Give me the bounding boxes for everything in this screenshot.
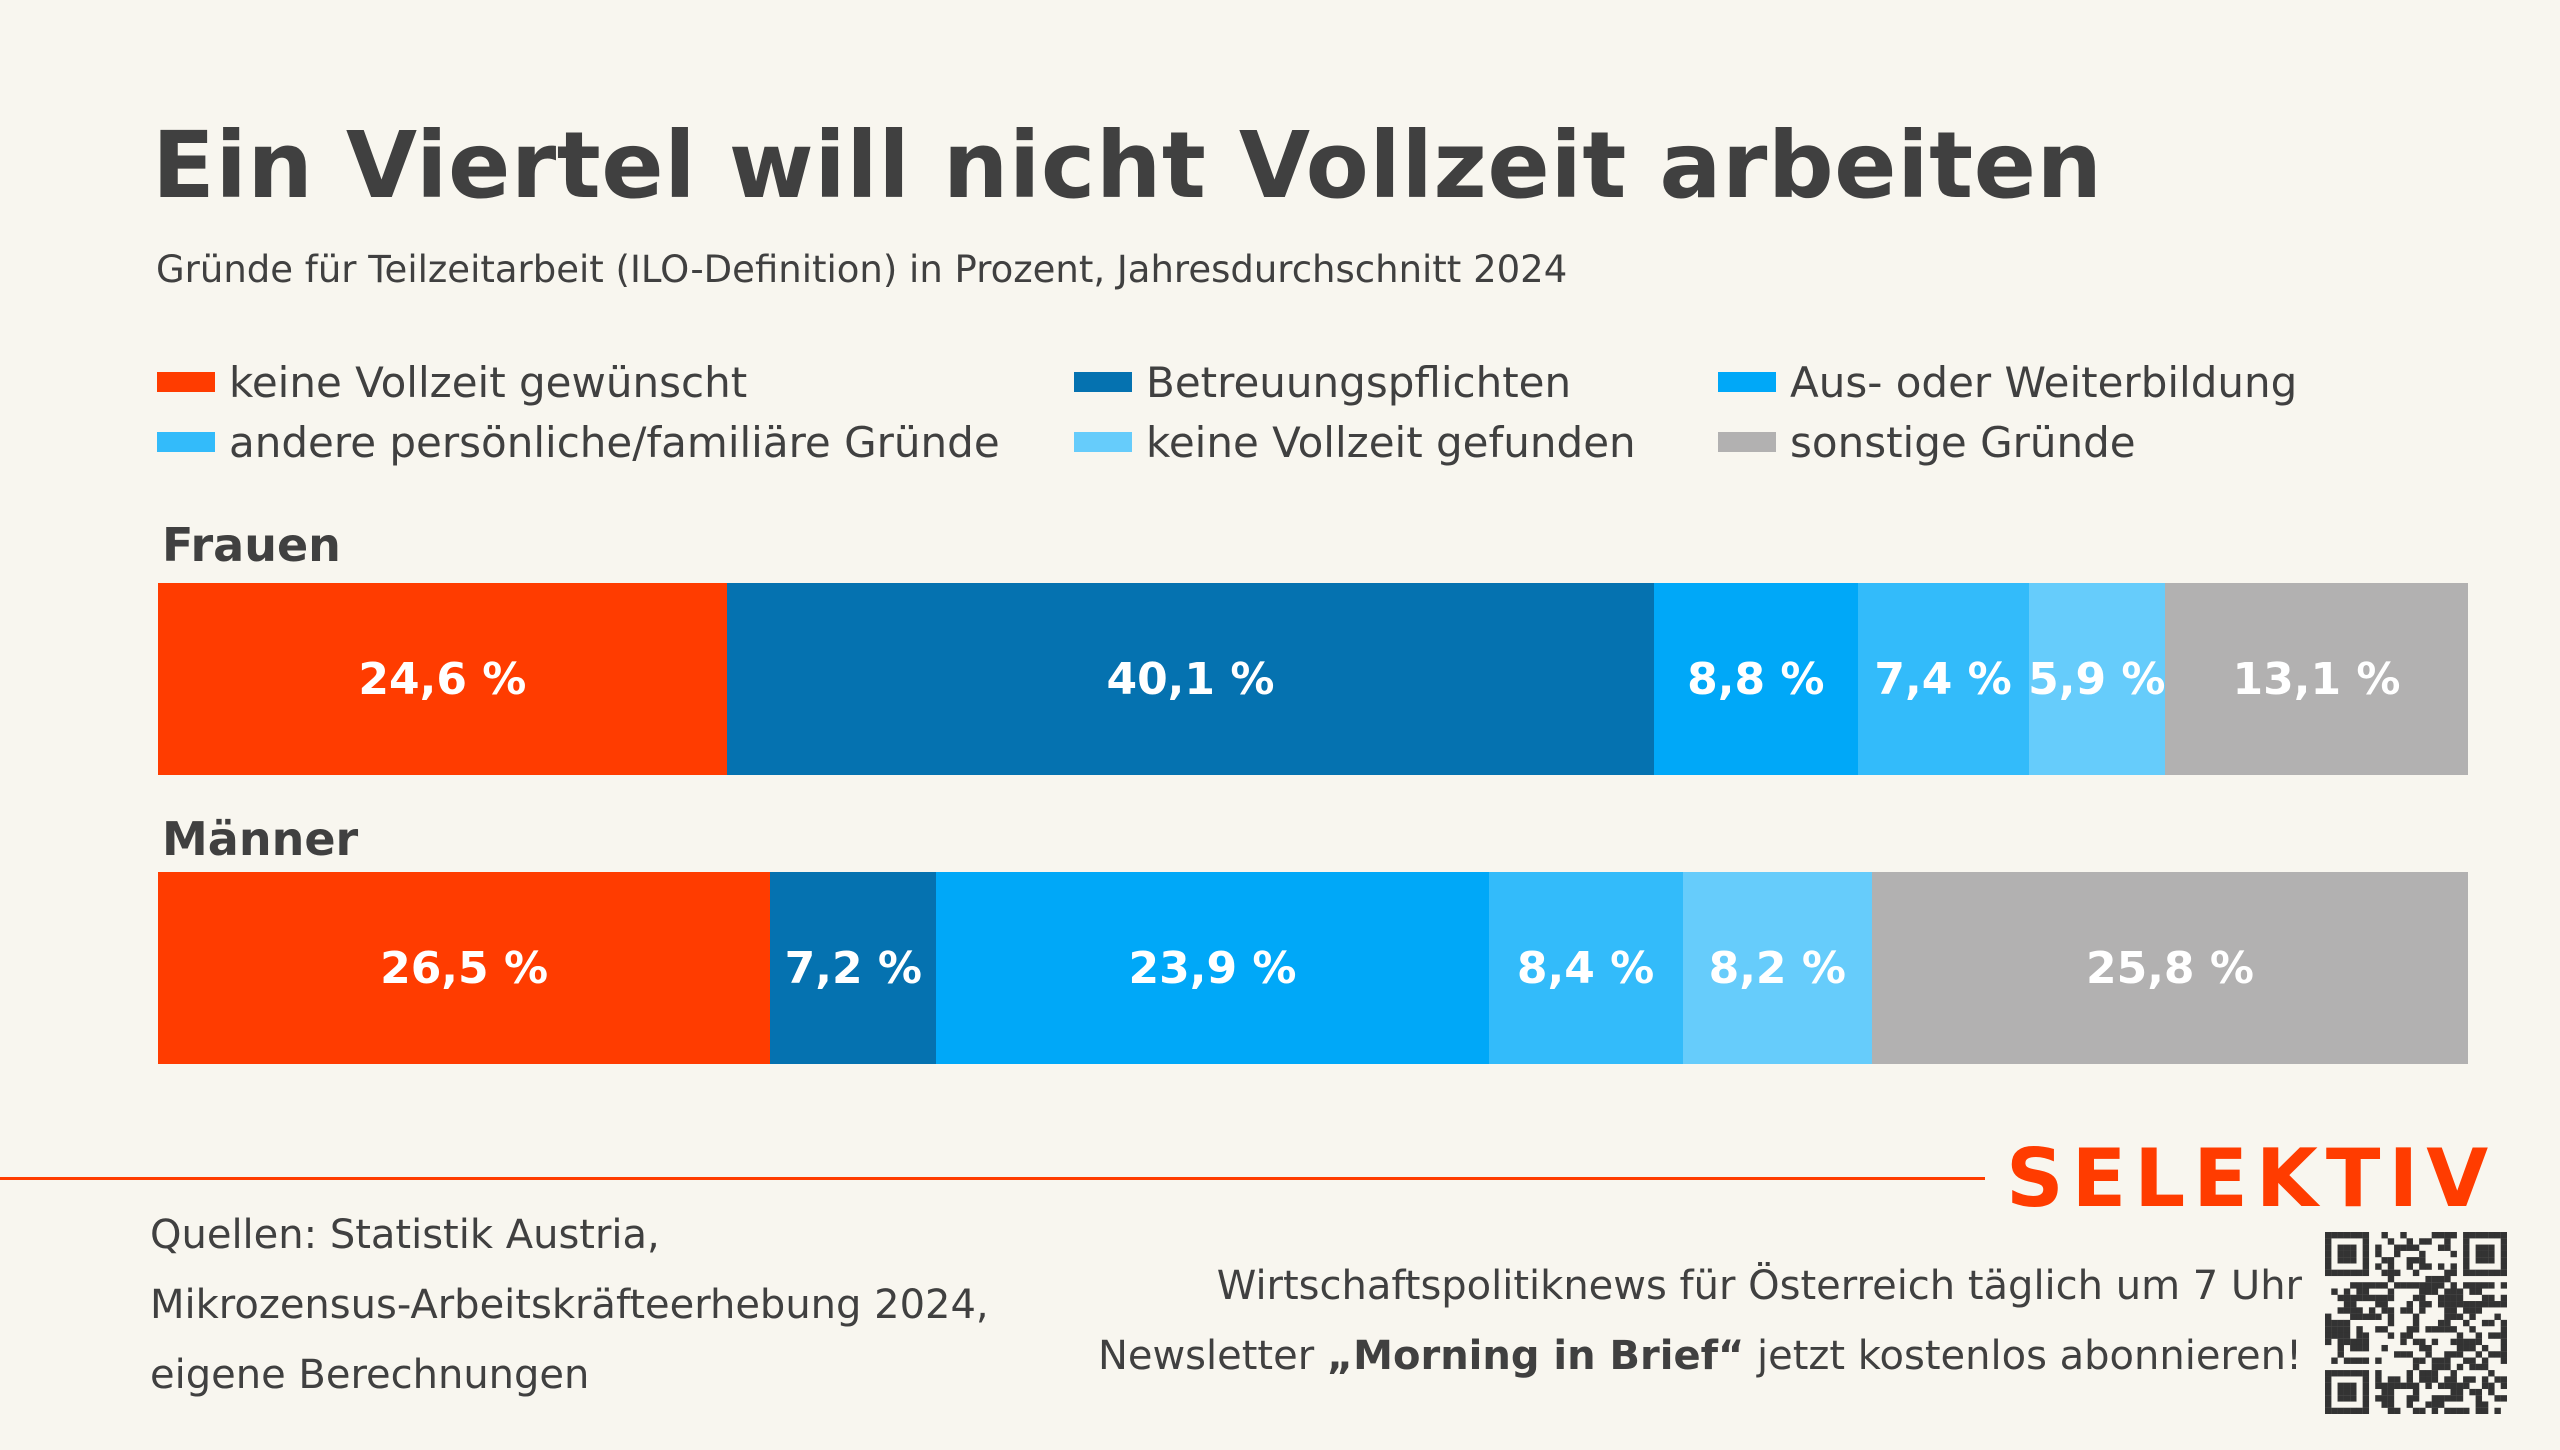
- data-label: 25,8 %: [2085, 942, 2254, 994]
- data-label: 8,8 %: [1687, 653, 1825, 705]
- bar-segment-frauen-4: 7,4 %: [1857, 583, 2029, 775]
- group-label-frauen: Frauen: [162, 518, 341, 572]
- legend-swatch-5: [1074, 432, 1132, 452]
- legend-item-5: keine Vollzeit gefunden: [1074, 417, 1636, 467]
- qr-code-icon[interactable]: [2325, 1232, 2507, 1414]
- bar-segment-frauen-5: 5,9 %: [2028, 583, 2166, 775]
- legend-label-3: Aus- oder Weiterbildung: [1790, 357, 2298, 407]
- bar-segment-frauen-1: 24,6 %: [158, 583, 727, 775]
- legend-item-6: sonstige Gründe: [1718, 417, 2136, 467]
- chart-subtitle: Gründe für Teilzeitarbeit (ILO-Definitio…: [156, 248, 1568, 291]
- data-label: 26,5 %: [380, 942, 549, 994]
- bar-maenner: 26,5 % 7,2 % 23,9 % 8,4 % 8,2 % 25,8 %: [158, 872, 2468, 1064]
- bar-segment-maenner-1: 26,5 %: [158, 872, 771, 1064]
- promo-text-before: Newsletter: [1097, 1333, 1327, 1379]
- bar-segment-maenner-4: 8,4 %: [1488, 872, 1683, 1064]
- bar-frauen: 24,6 % 40,1 % 8,8 % 7,4 % 5,9 % 13,1 %: [158, 583, 2468, 775]
- group-label-maenner: Männer: [162, 812, 359, 866]
- bar-segment-frauen-6: 13,1 %: [2165, 583, 2468, 775]
- data-label: 24,6 %: [358, 653, 527, 705]
- promo-line-2[interactable]: Newsletter „Morning in Brief“ jetzt kost…: [1098, 1333, 2302, 1379]
- bar-segment-maenner-3: 23,9 %: [936, 872, 1489, 1064]
- promo-text-after: jetzt kostenlos abonnieren!: [1744, 1333, 2302, 1379]
- source-line-3: eigene Berechnungen: [150, 1352, 590, 1398]
- brand-logo: SELEKTIV: [2006, 1132, 2497, 1225]
- legend-swatch-3: [1718, 372, 1776, 392]
- data-label: 23,9 %: [1128, 942, 1297, 994]
- chart-title: Ein Viertel will nicht Vollzeit arbeiten: [152, 112, 2103, 219]
- data-label: 7,2 %: [784, 942, 922, 994]
- bar-segment-maenner-6: 25,8 %: [1871, 872, 2468, 1064]
- source-line-2: Mikrozensus-Arbeitskräfteerhebung 2024,: [150, 1282, 989, 1328]
- data-label: 5,9 %: [2028, 653, 2166, 705]
- footer-divider: [0, 1177, 1985, 1180]
- promo-line-1: Wirtschaftspolitiknews für Österreich tä…: [1216, 1263, 2302, 1309]
- legend-item-2: Betreuungspflichten: [1074, 357, 1571, 407]
- legend-label-6: sonstige Gründe: [1790, 417, 2136, 467]
- legend-swatch-6: [1718, 432, 1776, 452]
- legend-label-4: andere persönliche/familiäre Gründe: [229, 417, 1000, 467]
- bar-segment-maenner-5: 8,2 %: [1682, 872, 1872, 1064]
- legend-swatch-2: [1074, 372, 1132, 392]
- legend-item-1: keine Vollzeit gewünscht: [157, 357, 747, 407]
- newsletter-name[interactable]: „Morning in Brief“: [1326, 1333, 1745, 1379]
- legend-label-2: Betreuungspflichten: [1146, 357, 1572, 407]
- legend-item-4: andere persönliche/familiäre Gründe: [157, 417, 1000, 467]
- legend-label-1: keine Vollzeit gewünscht: [229, 357, 748, 407]
- source-line-1: Quellen: Statistik Austria,: [150, 1212, 660, 1258]
- data-label: 7,4 %: [1874, 653, 2012, 705]
- bar-segment-frauen-3: 8,8 %: [1654, 583, 1858, 775]
- data-label: 8,2 %: [1708, 942, 1846, 994]
- data-label: 13,1 %: [2232, 653, 2401, 705]
- legend-label-5: keine Vollzeit gefunden: [1146, 417, 1636, 467]
- bar-segment-frauen-2: 40,1 %: [726, 583, 1655, 775]
- legend-swatch-4: [157, 432, 215, 452]
- legend-swatch-1: [157, 372, 215, 392]
- bar-segment-maenner-2: 7,2 %: [770, 872, 937, 1064]
- data-label: 40,1 %: [1106, 653, 1275, 705]
- data-label: 8,4 %: [1516, 942, 1655, 994]
- legend-item-3: Aus- oder Weiterbildung: [1718, 357, 2297, 407]
